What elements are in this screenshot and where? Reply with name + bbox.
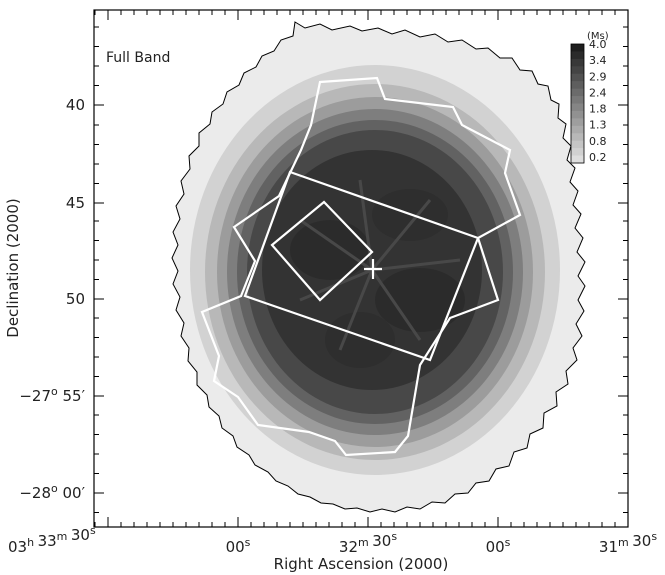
colorbar-tick-label: 4.0 bbox=[589, 38, 607, 51]
colorbar-swatch bbox=[571, 44, 584, 52]
colorbar-swatch bbox=[571, 81, 584, 90]
colorbar-swatch bbox=[571, 88, 584, 97]
outer-field-outline bbox=[200, 76, 522, 457]
x-tick-label: 32m 30s bbox=[339, 530, 397, 556]
colorbar-swatch bbox=[571, 140, 584, 149]
colorbar-swatch bbox=[571, 103, 584, 112]
colorbar-swatch bbox=[571, 96, 584, 104]
x-tick-label: 31m 30s bbox=[599, 530, 657, 556]
y-tick-label: −27o 55′ bbox=[19, 385, 85, 405]
colorbar-tick-label: 0.8 bbox=[589, 135, 607, 148]
colorbar-unit: (Ms) bbox=[587, 31, 609, 42]
pointing-outlines bbox=[200, 76, 522, 457]
aimpoint-cross bbox=[364, 259, 382, 279]
inner-field-outline bbox=[270, 200, 374, 302]
y-axis-label: Declination (2000) bbox=[4, 198, 22, 337]
x-tick-label: 03h 33m 30s bbox=[8, 524, 96, 556]
colorbar-swatch bbox=[571, 133, 584, 142]
exposure-map bbox=[171, 21, 586, 513]
colorbar-swatch bbox=[571, 125, 584, 134]
colorbar-swatch bbox=[571, 110, 584, 119]
x-tick-labels: 03h 33m 30s 00s 32m 30s 00s 31m 30s bbox=[8, 524, 657, 556]
x-tick-label: 00s bbox=[486, 536, 511, 556]
colorbar-tick-label: 3.4 bbox=[589, 54, 607, 67]
colorbar-tick-label: 0.2 bbox=[589, 151, 607, 164]
colorbar-tick-label: 1.3 bbox=[589, 119, 607, 132]
x-axis-label: Right Ascension (2000) bbox=[274, 555, 449, 573]
colorbar-swatch bbox=[571, 51, 584, 60]
y-tick-label: 40 bbox=[66, 96, 85, 114]
y-tick-label: 45 bbox=[66, 194, 85, 212]
colorbar-swatch bbox=[571, 58, 584, 67]
y-tick-labels: 40 45 50 −27o 55′ −28o 00′ bbox=[19, 96, 85, 502]
colorbar-swatch bbox=[571, 155, 584, 164]
colorbar-swatch bbox=[571, 66, 584, 75]
colorbar-tick-label: 2.9 bbox=[589, 70, 607, 83]
colorbar-frame bbox=[570, 43, 585, 164]
exposure-inner-structure bbox=[290, 179, 465, 368]
colorbar-tick-label: 2.4 bbox=[589, 86, 607, 99]
colorbar-swatch bbox=[571, 118, 584, 127]
y-tick-label: 50 bbox=[66, 290, 85, 308]
colorbar-tick-label: 1.8 bbox=[589, 103, 607, 116]
panel-label: Full Band bbox=[106, 50, 170, 66]
y-tick-label: −28o 00′ bbox=[19, 482, 85, 502]
colorbar-swatch bbox=[571, 73, 584, 82]
x-tick-label: 00s bbox=[226, 536, 251, 556]
colorbar-swatch bbox=[571, 148, 584, 157]
colorbar: (Ms) 4.0 3.4 2.9 2.4 1.8 1.3 0.8 0.2 bbox=[570, 31, 609, 164]
center-field-outline bbox=[243, 170, 480, 362]
